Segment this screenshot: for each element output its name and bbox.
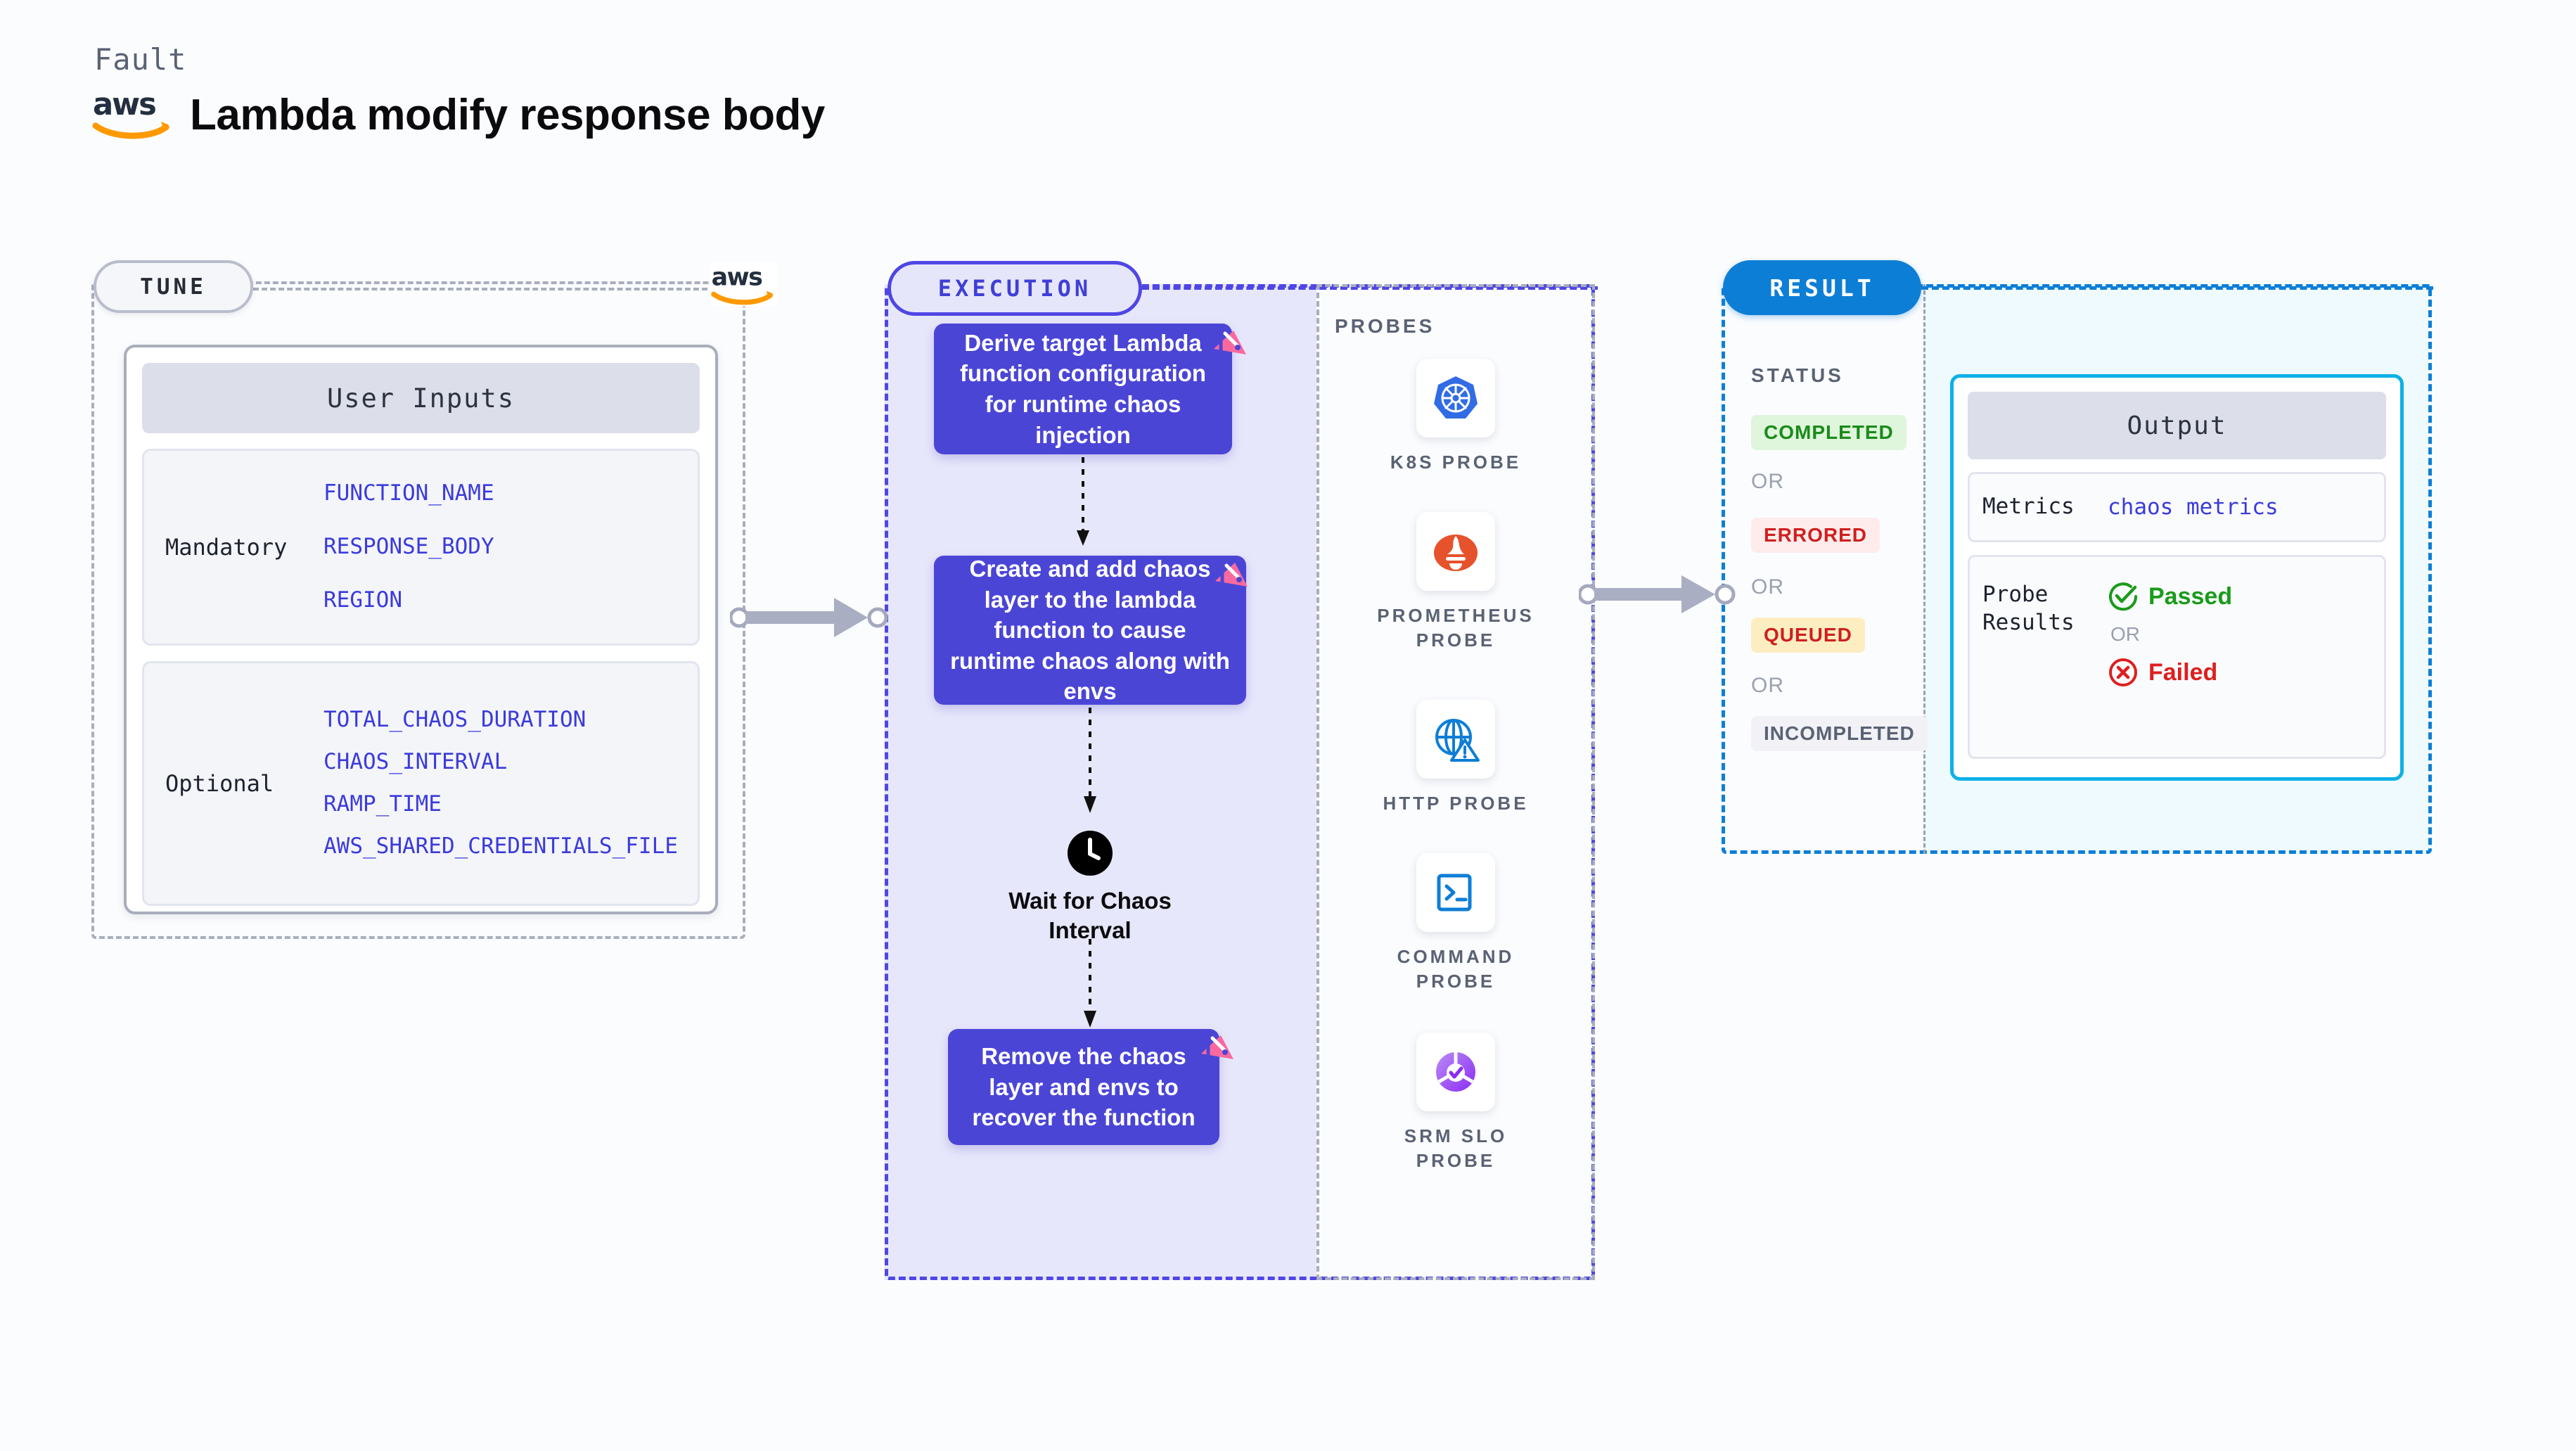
mandatory-params-group: Mandatory FUNCTION_NAME RESPONSE_BODY RE… <box>142 449 700 646</box>
param-response-body[interactable]: RESPONSE_BODY <box>323 534 494 560</box>
litmus-badge-icon <box>1201 1035 1233 1061</box>
status-badge-completed: COMPLETED <box>1751 415 1907 450</box>
check-circle-icon <box>2109 582 2138 611</box>
user-inputs-title: User Inputs <box>142 363 700 433</box>
status-or-separator: OR <box>1751 470 1784 493</box>
wait-for-chaos-interval-node: Wait for Chaos Interval <box>985 830 1196 945</box>
kubernetes-icon <box>1434 376 1478 418</box>
param-region[interactable]: REGION <box>323 587 402 613</box>
probe-label-k8s: K8S PROBE <box>1390 452 1522 473</box>
litmus-badge-icon <box>1214 331 1246 357</box>
passed-label: Passed <box>2148 582 2233 610</box>
probe-item-srm-slo[interactable]: SRM SLO PROBE <box>1368 1033 1544 1173</box>
metrics-key-label: Metrics <box>1982 494 2075 520</box>
probe-result-passed: Passed <box>2108 581 2232 612</box>
title-row: aws Lambda modify response body <box>91 87 825 143</box>
result-section-boundary <box>1722 284 2432 854</box>
probe-label-srm-slo: SRM SLO PROBE <box>1404 1125 1508 1171</box>
svg-text:aws: aws <box>712 264 763 292</box>
param-total-chaos-duration[interactable]: TOTAL_CHAOS_DURATION <box>323 707 587 733</box>
result-inner-divider <box>1923 284 1925 854</box>
execution-step-1[interactable]: Derive target Lambda function configurat… <box>934 324 1232 454</box>
probe-results-key-label: Probe Results <box>1982 582 2075 635</box>
srm-slo-icon <box>1436 1052 1475 1092</box>
output-row-probe-results: Probe Results Passed OR Failed <box>1968 555 2386 759</box>
param-ramp-time[interactable]: RAMP_TIME <box>323 791 442 817</box>
k8s-probe-tile[interactable] <box>1416 359 1495 437</box>
wait-node-label: Wait for Chaos Interval <box>1008 888 1172 943</box>
page-header: Fault aws Lambda modify response body <box>91 42 825 143</box>
optional-label: Optional <box>165 770 274 797</box>
result-section-label[interactable]: RESULT <box>1723 260 1921 315</box>
tune-section-label[interactable]: TUNE <box>94 260 253 313</box>
prometheus-probe-tile[interactable] <box>1416 512 1495 591</box>
page-title: Lambda modify response body <box>190 90 825 139</box>
optional-param-list: TOTAL_CHAOS_DURATION CHAOS_INTERVAL RAMP… <box>323 707 678 859</box>
command-probe-tile[interactable] <box>1416 853 1495 932</box>
mandatory-label: Mandatory <box>165 534 288 561</box>
clock-icon <box>1068 831 1113 876</box>
execution-step-3[interactable]: Remove the chaos layer and envs to recov… <box>948 1029 1219 1145</box>
output-card: Output Metrics chaos metrics Probe Resul… <box>1950 374 2404 781</box>
status-or-separator: OR <box>1751 575 1784 599</box>
failed-label: Failed <box>2148 658 2218 686</box>
flow-arrow-1 <box>1077 457 1089 546</box>
probe-item-prometheus[interactable]: PROMETHEUS PROBE <box>1368 512 1544 653</box>
http-probe-tile[interactable] <box>1416 700 1495 779</box>
tune-aws-logo-icon: aws <box>710 262 777 307</box>
probes-title: PROBES <box>1335 315 1435 337</box>
output-row-metrics: Metrics chaos metrics <box>1968 472 2386 542</box>
http-globe-warning-icon <box>1435 719 1480 762</box>
status-badge-incompleted: INCOMPLETED <box>1751 716 1928 751</box>
prometheus-icon <box>1434 535 1478 571</box>
execution-step-2[interactable]: Create and add chaos layer to the lambda… <box>934 556 1246 705</box>
status-badge-errored: ERRORED <box>1751 518 1880 553</box>
status-or-separator: OR <box>1751 674 1784 697</box>
probe-label-command: COMMAND PROBE <box>1397 946 1515 992</box>
output-title: Output <box>1968 392 2386 459</box>
mandatory-param-list: FUNCTION_NAME RESPONSE_BODY REGION <box>323 480 494 613</box>
probe-item-http[interactable]: HTTP PROBE <box>1368 700 1544 816</box>
x-circle-icon <box>2109 658 2137 686</box>
probe-label-http: HTTP PROBE <box>1383 793 1529 814</box>
status-badge-queued: QUEUED <box>1751 618 1865 653</box>
execution-connector-line <box>1142 286 1598 290</box>
flow-arrow-2 <box>1084 708 1096 813</box>
flow-arrow-3 <box>1084 939 1096 1028</box>
metrics-value[interactable]: chaos metrics <box>2108 494 2279 520</box>
litmus-badge-icon <box>1215 563 1248 589</box>
param-aws-shared-credentials-file[interactable]: AWS_SHARED_CREDENTIALS_FILE <box>323 833 678 859</box>
probe-result-failed: Failed <box>2108 657 2232 688</box>
optional-params-group: Optional TOTAL_CHAOS_DURATION CHAOS_INTE… <box>142 661 700 906</box>
probe-label-prometheus: PROMETHEUS PROBE <box>1377 605 1534 651</box>
aws-logo-icon: aws <box>92 87 169 139</box>
srm-slo-probe-tile[interactable] <box>1416 1033 1495 1111</box>
status-title: STATUS <box>1751 364 1844 386</box>
arrow-tune-to-execution <box>730 598 888 637</box>
probe-item-k8s[interactable]: K8S PROBE <box>1368 359 1544 475</box>
probe-item-command[interactable]: COMMAND PROBE <box>1368 853 1544 994</box>
execution-section-label[interactable]: EXECUTION <box>887 261 1142 316</box>
param-function-name[interactable]: FUNCTION_NAME <box>323 480 494 506</box>
probes-column-boundary <box>1316 284 1595 1280</box>
param-chaos-interval[interactable]: CHAOS_INTERVAL <box>323 749 508 775</box>
probe-results-values: Passed OR Failed <box>2108 581 2232 688</box>
user-inputs-card: User Inputs Mandatory FUNCTION_NAME RESP… <box>124 345 718 914</box>
svg-text:aws: aws <box>93 87 155 122</box>
result-connector-line <box>1921 286 2433 290</box>
arrow-execution-to-result <box>1579 575 1736 613</box>
terminal-icon <box>1437 874 1472 912</box>
probe-result-or-separator: OR <box>2110 623 2140 645</box>
fault-kicker: Fault <box>94 42 187 77</box>
tune-connector-line <box>253 288 724 290</box>
